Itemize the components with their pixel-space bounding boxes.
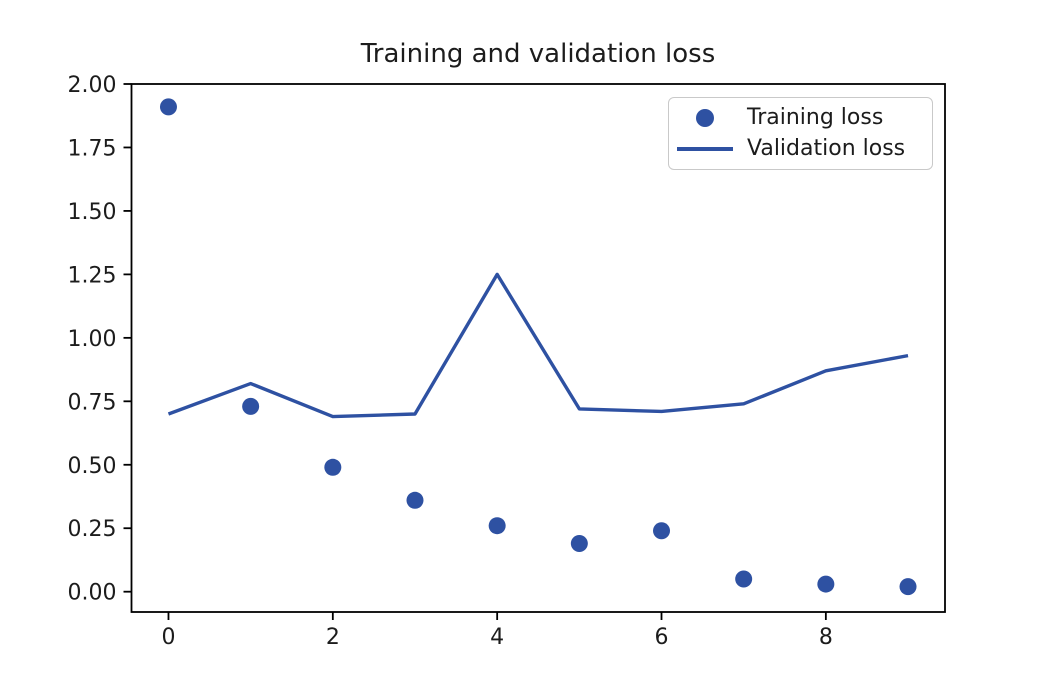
x-tick-label: 8 [819,625,833,650]
training-loss-point [570,534,588,552]
y-tick-label: 0.00 [68,581,117,606]
legend-item-training-loss: Training loss [677,104,924,133]
training-loss-point [406,491,424,509]
x-tick-label: 4 [490,625,504,650]
training-loss-marker-icon [696,109,714,128]
y-tick-label: 1.50 [68,200,117,225]
legend-label-training-loss: Training loss [747,105,884,131]
y-tick-label: 1.25 [68,263,117,288]
y-tick-label: 2.00 [68,73,117,98]
x-tick-label: 2 [326,625,340,650]
plot-border [130,83,946,613]
x-tick-label: 0 [161,625,175,650]
training-loss-point [488,517,506,535]
legend-swatch-training [677,109,733,128]
legend-swatch-validation [677,146,733,151]
training-loss-point [324,458,342,476]
training-loss-point [159,98,177,116]
legend-label-validation-loss: Validation loss [747,135,906,161]
y-tick-label: 0.50 [68,454,117,479]
y-tick-label: 0.75 [68,390,117,415]
training-loss-point [735,570,753,588]
legend: Training loss Validation loss [668,97,933,170]
training-loss-point [242,397,260,415]
x-tick-label: 6 [655,625,669,650]
training-loss-point [817,575,835,593]
y-tick-label: 1.75 [68,136,117,161]
validation-loss-line [167,272,909,419]
training-loss-point [653,522,671,540]
legend-item-validation-loss: Validation loss [677,134,924,163]
chart-title: Training and validation loss [360,39,716,69]
validation-loss-line-icon [677,146,733,151]
training-loss-point [899,578,917,596]
y-tick-label: 1.00 [68,327,117,352]
y-tick-label: 0.25 [68,517,117,542]
